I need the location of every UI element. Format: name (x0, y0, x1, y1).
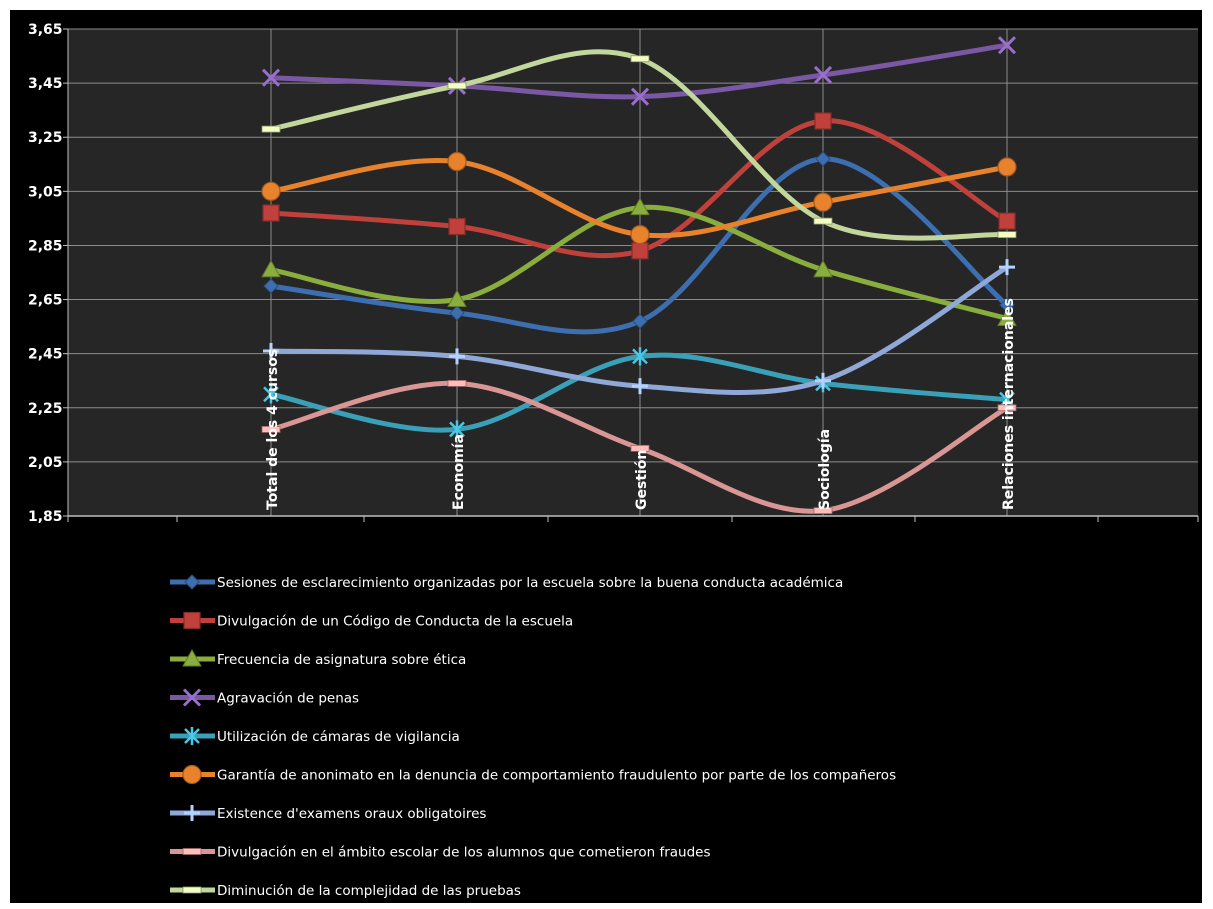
data-point (261, 68, 281, 87)
y-tick-label: 1,85 (28, 509, 63, 525)
data-point (997, 404, 1017, 412)
legend-item: Diminución de la complejidad de las prue… (170, 883, 521, 899)
data-point (630, 87, 650, 106)
y-tick-label: 3,65 (28, 22, 63, 38)
y-tick-label: 3,45 (28, 76, 63, 92)
data-point (632, 347, 648, 366)
legend-label: Divulgación en el ámbito escolar de los … (217, 845, 711, 861)
legend-marker (184, 727, 200, 745)
data-point (997, 308, 1017, 326)
data-point (815, 372, 831, 389)
data-point (261, 181, 281, 201)
data-point (261, 125, 281, 133)
plot-area (68, 29, 1198, 516)
category-labels: Total de los 4 cursos Economía Gestión Soci… (265, 298, 1017, 510)
axes: 1,85 2,05 2,25 2,45 2,65 2,85 3,05 3,25 3,45 3,65 (28, 22, 1199, 525)
x-category-label: Gestión (634, 450, 650, 510)
data-point (630, 444, 650, 452)
data-point (998, 212, 1016, 230)
legend-item: Divulgación en el ámbito escolar de los … (170, 845, 711, 861)
legend-marker (184, 805, 200, 821)
legend-label: Agravación de penas (217, 691, 359, 707)
legend-marker (182, 848, 202, 855)
data-point (447, 289, 467, 308)
data-point (813, 65, 833, 85)
line-chart: 1,85 2,05 2,25 2,45 2,65 2,85 3,05 3,25 3,45 3,65… (28, 22, 1199, 899)
data-point (813, 259, 833, 278)
series-group (263, 151, 1015, 335)
y-tick-label: 2,05 (28, 455, 63, 471)
legend-item: Existence d'examens oraux obligatoires (170, 805, 486, 822)
data-point (813, 192, 833, 212)
data-point (447, 151, 467, 172)
y-tick-label: 2,25 (28, 401, 63, 417)
legend-item: Divulgación de un Código de Conducta de … (170, 611, 573, 630)
data-point (263, 342, 279, 359)
legend-item: Frecuencia de asignatura sobre ética (170, 648, 466, 668)
x-category-label: Total de los 4 cursos (265, 349, 281, 510)
data-point (630, 55, 650, 63)
data-point (261, 259, 281, 278)
data-point (997, 36, 1017, 55)
y-tick-label: 3,05 (28, 184, 63, 200)
legend-marker (183, 611, 201, 630)
data-point (262, 204, 280, 222)
data-point (263, 278, 279, 294)
legend-label: Utilización de cámaras de vigilancia (217, 729, 460, 745)
x-category-label: Relaciones internacionales (1001, 298, 1017, 510)
legend: Sesiones de esclarecimiento organizadas … (170, 574, 896, 899)
y-tick-label: 2,45 (28, 347, 63, 363)
series-line (268, 156, 1010, 335)
legend-label: Diminución de la complejidad de las prue… (217, 883, 521, 899)
legend-label: Existence d'examens oraux obligatoires (217, 806, 486, 822)
series-lines (261, 36, 1017, 514)
data-point (999, 259, 1015, 276)
legend-marker (182, 886, 202, 894)
legend-marker (182, 688, 202, 707)
data-point (815, 151, 831, 167)
data-point (632, 313, 648, 329)
data-point (997, 157, 1017, 177)
data-point (261, 426, 281, 433)
legend-marker (182, 764, 202, 785)
data-point (630, 225, 650, 245)
data-point (448, 217, 466, 236)
data-point (449, 305, 465, 321)
data-point (449, 348, 465, 365)
chart-frame: 1,85 2,05 2,25 2,45 2,65 2,85 3,05 3,25 3,45 3,65… (10, 10, 1202, 903)
legend-label: Garantía de anonimato en la denuncia de … (217, 768, 896, 784)
legend-label: Divulgación de un Código de Conducta de … (217, 614, 573, 630)
series-group (262, 112, 1016, 260)
legend-item: Garantía de anonimato en la denuncia de … (170, 764, 896, 785)
x-category-label: Economía (451, 434, 467, 510)
data-point (631, 242, 649, 260)
legend-label: Frecuencia de asignatura sobre ética (217, 652, 466, 668)
data-point (813, 507, 833, 514)
y-tick-label: 3,25 (28, 130, 63, 146)
data-point (997, 231, 1017, 239)
legend-item: Utilización de cámaras de vigilancia (170, 727, 460, 745)
legend-label: Sesiones de esclarecimiento organizadas … (217, 575, 843, 591)
data-point (263, 385, 279, 404)
legend-marker (184, 574, 200, 590)
legend-marker (182, 648, 202, 667)
data-point (449, 420, 465, 439)
data-point (447, 82, 467, 90)
series-group (261, 49, 1017, 241)
x-category-label: Sociología (817, 429, 833, 510)
data-point (813, 217, 833, 225)
legend-item: Sesiones de esclarecimiento organizadas … (170, 574, 843, 591)
series-group (261, 197, 1017, 326)
y-tick-label: 2,85 (28, 238, 63, 254)
data-point (814, 112, 832, 130)
legend-item: Agravación de penas (170, 688, 359, 707)
data-point (447, 380, 467, 387)
data-point (632, 378, 648, 395)
series-group (263, 259, 1015, 395)
y-tick-label: 2,65 (28, 293, 63, 309)
series-group (261, 151, 1017, 245)
series-group (261, 380, 1017, 514)
data-point (630, 197, 650, 216)
